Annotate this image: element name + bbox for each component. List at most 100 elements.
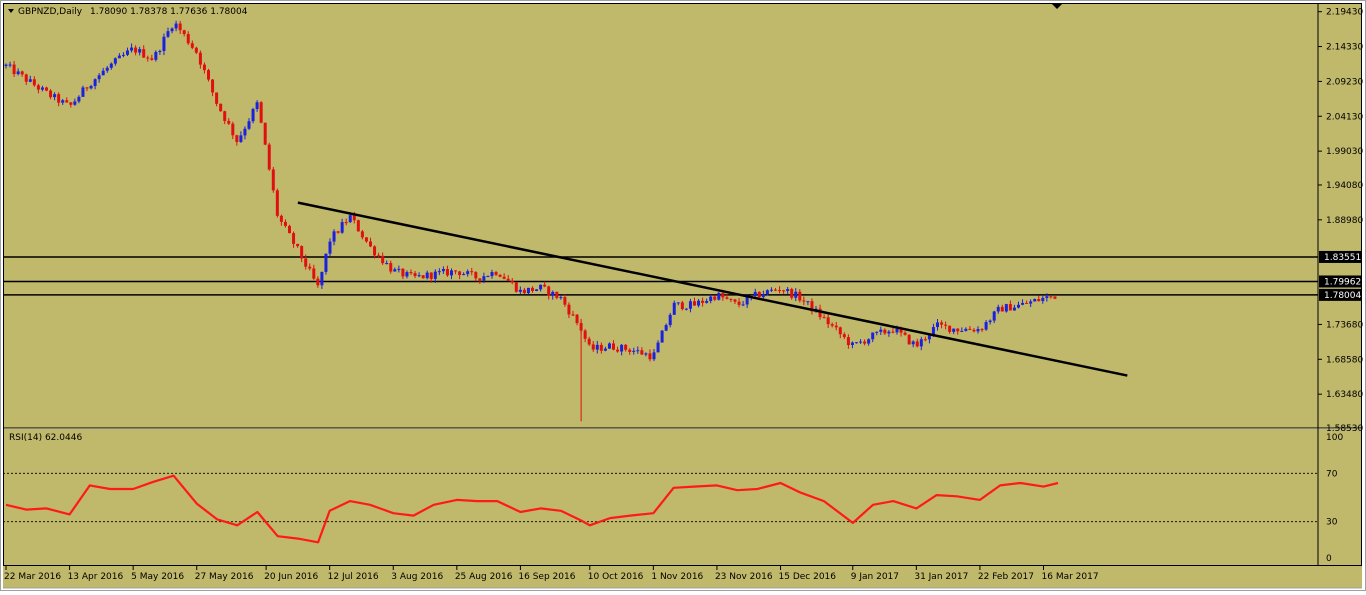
bear-candle — [474, 272, 478, 279]
bear-candle — [563, 297, 567, 305]
bear-candle — [207, 70, 210, 80]
bull-candle — [786, 288, 790, 292]
price-tick-label: 1.94080 — [1326, 181, 1363, 191]
bull-candle — [887, 331, 891, 334]
bull-candle — [89, 85, 93, 89]
bear-candle — [940, 322, 944, 325]
time-tick-label: 3 Aug 2016 — [391, 572, 443, 582]
bull-candle — [77, 96, 81, 102]
bear-candle — [186, 34, 190, 44]
bear-candle — [267, 144, 271, 170]
time-tick-label: 5 May 2016 — [131, 572, 184, 582]
bear-candle — [725, 297, 729, 299]
bear-candle — [968, 328, 972, 330]
bull-candle — [927, 335, 931, 340]
bear-candle — [263, 122, 267, 145]
bull-candle — [138, 49, 142, 53]
bull-candle — [672, 302, 676, 315]
bear-candle — [215, 92, 219, 104]
bull-candle — [4, 64, 8, 66]
bear-candle — [543, 284, 547, 287]
bull-candle — [676, 302, 680, 304]
bull-candle — [417, 275, 421, 277]
bear-candle — [721, 293, 725, 298]
bear-candle — [923, 339, 927, 341]
bear-candle — [502, 276, 506, 279]
time-tick-label: 9 Jan 2017 — [851, 572, 899, 582]
bear-candle — [810, 301, 814, 312]
rsi-tick-label: 30 — [1326, 518, 1338, 528]
bull-candle — [243, 128, 247, 136]
bear-candle — [300, 246, 304, 259]
bull-candle — [162, 36, 166, 51]
bull-candle — [255, 102, 259, 110]
bear-candle — [648, 353, 652, 360]
level-price-tag — [1319, 250, 1361, 263]
trendline-group — [297, 201, 1128, 377]
level-price-label: 1.78004 — [1324, 291, 1361, 301]
bear-candle — [506, 278, 510, 281]
bull-candle — [761, 294, 765, 298]
bear-candle — [899, 328, 903, 333]
bear-candle — [547, 286, 551, 296]
bull-candle — [170, 28, 174, 32]
bear-candle — [146, 57, 150, 59]
bear-candle — [612, 343, 615, 350]
bull-candle — [559, 297, 563, 299]
bull-candle — [741, 304, 745, 306]
price-tick-label: 1.88980 — [1326, 216, 1363, 226]
bear-candle — [381, 255, 385, 264]
bear-candle — [948, 325, 952, 332]
bear-candle — [316, 278, 320, 286]
bull-candle — [174, 23, 178, 29]
bull-candle — [656, 342, 660, 353]
bull-candle — [97, 75, 101, 80]
triangle-down-icon[interactable] — [8, 9, 14, 13]
horizontal-levels: 1.83551 1.79962 1.78004 — [3, 250, 1361, 301]
bear-candle — [211, 79, 215, 93]
bull-candle — [684, 308, 688, 310]
bull-candle — [745, 296, 749, 305]
bear-candle — [231, 123, 235, 136]
ohlc-label: 1.78090 1.78378 1.77636 1.78004 — [90, 7, 248, 17]
bear-candle — [628, 349, 632, 352]
bear-candle — [65, 100, 69, 103]
bull-candle — [952, 328, 956, 332]
bear-candle — [134, 47, 138, 53]
bull-candle — [895, 328, 899, 333]
bear-candle — [1000, 306, 1004, 312]
bull-candle — [61, 100, 65, 103]
bear-candle — [1008, 304, 1012, 311]
bear-candle — [57, 94, 61, 103]
bull-candle — [16, 71, 20, 75]
trendline — [297, 201, 1128, 377]
bull-candle — [126, 50, 129, 55]
bull-candle — [1033, 299, 1037, 302]
bull-candle — [340, 222, 344, 233]
bear-candle — [401, 268, 405, 277]
bull-candle — [850, 342, 854, 346]
rsi-tick-label: 0 — [1326, 554, 1332, 564]
bear-candle — [830, 324, 834, 326]
price-axis-ticks: 2.19430 2.14330 2.09230 2.04130 1.99030 1.940… — [1318, 8, 1363, 434]
bull-candle — [984, 322, 988, 330]
bear-candle — [36, 85, 40, 90]
bear-candle — [907, 334, 911, 345]
bull-candle — [28, 79, 32, 82]
bull-candle — [931, 327, 935, 336]
bear-candle — [782, 290, 786, 292]
bull-candle — [595, 344, 599, 350]
bear-candle — [834, 325, 838, 328]
bear-candle — [891, 331, 895, 333]
chart-shift-marker[interactable] — [1052, 4, 1062, 9]
bull-candle — [239, 135, 243, 142]
rsi-tick-label: 100 — [1326, 433, 1343, 443]
bull-candle — [466, 271, 470, 275]
bull-candle — [40, 87, 44, 90]
bull-candle — [551, 291, 555, 296]
bull-candle — [632, 350, 636, 352]
bear-candle — [915, 341, 919, 347]
time-axis-background — [3, 566, 1362, 588]
